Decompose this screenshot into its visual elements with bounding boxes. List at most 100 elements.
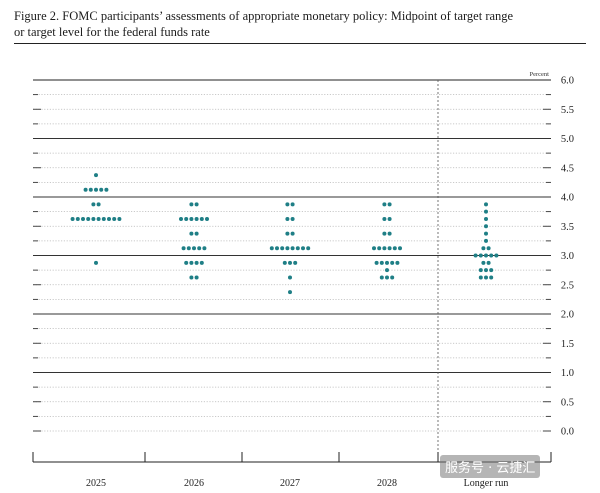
- x-tick-label: 2025: [86, 478, 106, 489]
- dot-2026: [189, 202, 194, 207]
- dot-longer-run: [484, 202, 488, 207]
- dot-2025: [91, 216, 96, 221]
- dot-longer-run: [489, 253, 494, 258]
- dot-longer-run: [478, 253, 483, 258]
- dot-2026: [199, 260, 204, 265]
- dot-2026: [189, 231, 194, 236]
- title-rule: [14, 43, 586, 44]
- dot-longer-run: [484, 216, 488, 221]
- dot-2028: [398, 246, 402, 251]
- dot-2025: [75, 216, 80, 221]
- dot-2028: [385, 275, 389, 280]
- dot-longer-run: [484, 275, 488, 280]
- dot-2028: [387, 202, 392, 207]
- dot-2027: [301, 246, 305, 251]
- dot-2025: [107, 216, 111, 221]
- dot-2027: [269, 246, 274, 251]
- dot-2027: [290, 231, 295, 236]
- dot-2027: [285, 231, 290, 236]
- dot-2028: [382, 231, 387, 236]
- dot-2025: [101, 216, 106, 221]
- dot-2026: [189, 275, 194, 280]
- dot-2027: [285, 246, 290, 251]
- dot-longer-run: [484, 268, 488, 273]
- y-tick-labels: 0.0 0.5 1.0 1.5 2.0 2.5 3.0 3.5 4.0 4.5 5.0 5.5 6.0: [561, 76, 574, 438]
- dot-2027: [290, 216, 295, 221]
- dot-longer-run: [484, 231, 488, 236]
- dot-longer-run: [484, 253, 488, 258]
- dot-layer: [70, 173, 499, 295]
- dot-2026: [184, 216, 189, 221]
- dot-2028: [382, 202, 387, 207]
- dot-2027: [285, 216, 290, 221]
- y-tick-label: 0.0: [561, 427, 574, 438]
- y-tick-label: 5.5: [561, 105, 574, 116]
- dot-2028: [385, 260, 389, 265]
- dot-longer-run: [489, 275, 494, 280]
- x-tick-label: 2027: [280, 478, 300, 489]
- y-tick-label: 5.0: [561, 134, 574, 145]
- dot-longer-run: [484, 209, 488, 214]
- x-tick-label: Longer run: [464, 478, 509, 489]
- dot-2027: [288, 275, 292, 280]
- dot-2025: [83, 187, 88, 192]
- dot-longer-run: [478, 268, 483, 273]
- dot-longer-run: [489, 268, 494, 273]
- y-tick-label: 3.0: [561, 251, 574, 262]
- dot-2027: [295, 246, 300, 251]
- y-tick-label: 2.5: [561, 280, 574, 291]
- dot-2026: [189, 216, 194, 221]
- dot-longer-run: [486, 260, 491, 265]
- chart-title: Figure 2. FOMC participants’ assessments…: [14, 8, 584, 40]
- dot-2026: [181, 246, 186, 251]
- dot-2025: [99, 187, 104, 192]
- watermark: 服务号 · 云捷汇: [440, 455, 541, 478]
- dot-longer-run: [481, 260, 486, 265]
- dot-2028: [385, 268, 389, 273]
- dot-2026: [186, 246, 191, 251]
- dot-2025: [81, 216, 85, 221]
- dot-2028: [372, 246, 376, 251]
- dot-2026: [179, 216, 183, 221]
- y-axis-label: Percent: [530, 71, 550, 78]
- x-tick-label: 2028: [377, 478, 397, 489]
- dot-2028: [382, 216, 387, 221]
- dot-longer-run: [473, 253, 478, 258]
- chart-title-line-1: Figure 2. FOMC participants’ assessments…: [14, 9, 514, 23]
- dot-2025: [117, 216, 122, 221]
- dot-2027: [288, 290, 292, 295]
- dot-2028: [392, 246, 397, 251]
- dot-2025: [94, 260, 98, 265]
- dot-2025: [94, 187, 98, 192]
- y-tick-label: 1.0: [561, 368, 574, 379]
- y-tick-label: 0.5: [561, 397, 574, 408]
- dot-2026: [199, 216, 204, 221]
- dot-2028: [390, 260, 395, 265]
- dot-2025: [88, 187, 93, 192]
- dot-longer-run: [486, 246, 491, 251]
- dot-longer-run: [484, 224, 488, 229]
- dot-2027: [290, 202, 295, 207]
- dot-2028: [382, 246, 387, 251]
- dot-2028: [374, 260, 379, 265]
- dot-2026: [189, 260, 194, 265]
- y-tick-label: 1.5: [561, 339, 574, 350]
- dot-2026: [192, 246, 196, 251]
- dot-2028: [377, 246, 382, 251]
- y-tick-label: 3.5: [561, 222, 574, 233]
- dot-2025: [96, 216, 101, 221]
- dot-2025: [91, 202, 96, 207]
- dot-2025: [112, 216, 117, 221]
- x-tick-labels: 2025 2026 2027 2028 Longer run: [86, 478, 508, 489]
- grid-layer: [33, 79, 551, 432]
- dot-longer-run: [478, 275, 483, 280]
- dot-2028: [395, 260, 400, 265]
- dot-2026: [194, 216, 199, 221]
- y-tick-label: 2.0: [561, 310, 574, 321]
- dot-2026: [194, 231, 199, 236]
- dot-longer-run: [484, 238, 488, 243]
- dot-2028: [387, 216, 392, 221]
- dot-2027: [282, 260, 287, 265]
- dot-2028: [379, 260, 384, 265]
- dot-2025: [94, 173, 98, 178]
